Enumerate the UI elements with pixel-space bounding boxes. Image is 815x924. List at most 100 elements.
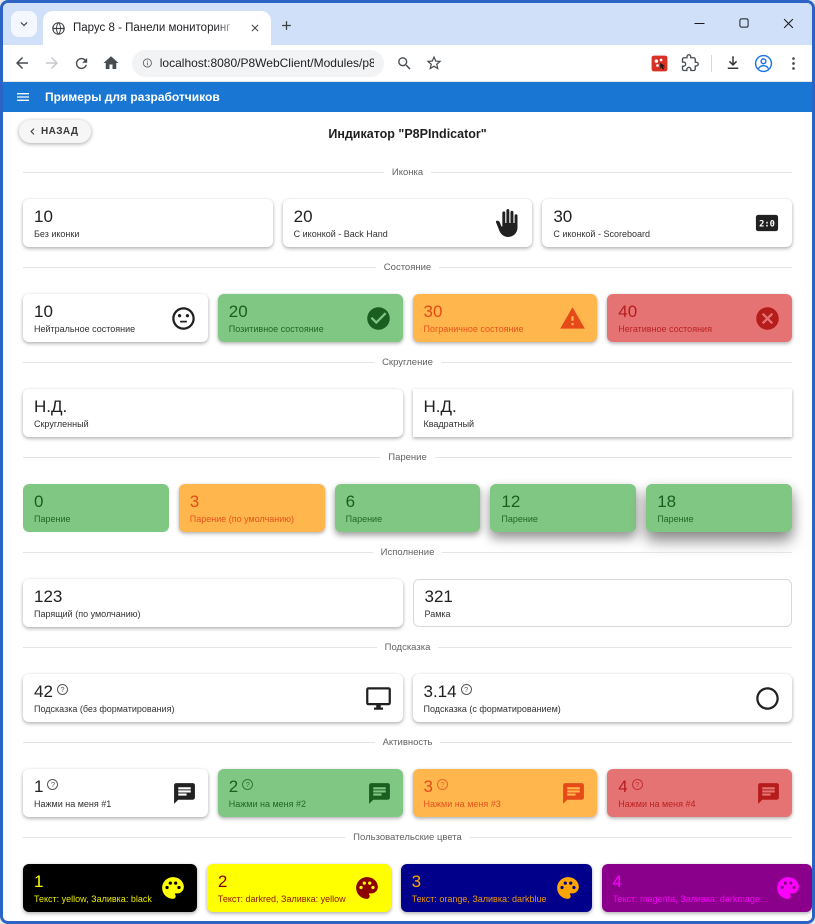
indicator-card-negative: 40 Негативное состояния — [607, 294, 792, 342]
help-badge-icon: ? — [242, 778, 254, 790]
page-title: Индикатор "P8PIndicator" — [328, 127, 487, 141]
help-badge-icon: ? — [56, 683, 68, 695]
help-badge-icon: ? — [631, 778, 643, 790]
forward-nav-icon[interactable] — [43, 54, 61, 72]
indicator-card-elevation-0: 0 Парение — [23, 484, 169, 532]
indicator-card-scoreboard: 30 С иконкой - Scoreboard 2:0 — [542, 199, 792, 247]
indicator-card-outlined-variant: 321 Рамка — [412, 579, 792, 627]
app-title: Примеры для разработчиков — [45, 90, 220, 104]
indicator-card-tooltip-formatted: 3.14? Подсказка (с форматированием) — [412, 674, 792, 722]
home-icon[interactable] — [102, 54, 120, 72]
section-divider-tooltip: Подсказка — [23, 642, 792, 653]
row-tooltip: 42? Подсказка (без форматирования) 3.14?… — [23, 674, 792, 722]
monitor-icon — [365, 686, 391, 710]
browser-toolbar: localhost:8080/P8WebClient/Modules/p8-pa… — [3, 45, 812, 82]
indicator-card-elevation-6: 6 Парение — [334, 484, 481, 532]
tab-title: Парус 8 - Панели мониторинг — [73, 22, 231, 34]
palette-icon — [777, 877, 800, 899]
section-divider-variant: Исполнение — [23, 547, 792, 558]
extensions-puzzle-icon[interactable] — [681, 54, 699, 72]
minimize-button[interactable] — [692, 16, 707, 31]
row-custom-colors: 1 Текст: yellow, Заливка: black 2 Текст:… — [23, 864, 812, 912]
page-header-row: НАЗАД Индикатор "P8PIndicator" — [3, 112, 812, 152]
palette-icon — [355, 877, 378, 899]
app-header: Примеры для разработчиков — [3, 82, 812, 112]
back-button[interactable]: НАЗАД — [19, 120, 92, 143]
indicator-card-elevation-3: 3 Парение (по умолчанию) — [178, 484, 325, 532]
row-rounding: Н.Д. Скругленный Н.Д. Квадратный — [23, 389, 792, 437]
chat-icon — [173, 782, 195, 804]
page-content: НАЗАД Индикатор "P8PIndicator" Иконка 10… — [3, 112, 812, 921]
help-badge-icon: ? — [436, 778, 448, 790]
cancel-circle-icon — [756, 306, 779, 330]
menu-dots-icon[interactable] — [785, 55, 802, 72]
indicator-card-elevation-12: 12 Парение — [490, 484, 637, 532]
browser-tab[interactable]: Парус 8 - Панели мониторинг — [43, 11, 271, 45]
row-state: 10 Нейтральное состояние 20 Позитивное с… — [23, 294, 792, 342]
indicator-card-elevation-18: 18 Парение — [646, 484, 792, 532]
indicator-card-custom-darkblue: 3 Текст: orange, Заливка: darkblue — [400, 864, 592, 912]
clickable-card-2[interactable]: 2? Нажми на меня #2 — [217, 769, 403, 817]
new-tab-button[interactable] — [279, 18, 294, 33]
extension-badge-icon[interactable] — [650, 54, 669, 73]
indicator-card-rounded: Н.Д. Скругленный — [23, 389, 403, 437]
help-badge-icon: ? — [460, 683, 472, 695]
reload-icon[interactable] — [73, 55, 90, 72]
maximize-button[interactable] — [737, 16, 751, 31]
profile-icon[interactable] — [754, 54, 773, 73]
row-variant: 123 Парящий (по умолчанию) 321 Рамка — [23, 579, 792, 627]
section-divider-custom-colors: Пользовательские цвета — [23, 832, 793, 843]
window-controls — [692, 16, 796, 31]
plus-icon — [282, 21, 291, 30]
chevron-down-icon — [20, 22, 28, 27]
back-hand-icon — [496, 209, 518, 237]
scoreboard-icon: 2:0 — [755, 214, 779, 232]
chat-icon — [368, 782, 390, 804]
chevron-left-icon — [30, 128, 35, 135]
chat-icon — [563, 782, 585, 804]
section-divider-icon: Иконка — [23, 167, 792, 178]
indicator-card-warning: 30 Пограничное состояние — [412, 294, 598, 342]
download-icon[interactable] — [724, 54, 742, 72]
chat-icon — [758, 782, 779, 804]
indicator-card-back-hand: 20 С иконкой - Back Hand — [282, 199, 533, 247]
help-badge-icon: ? — [47, 778, 59, 790]
clickable-card-1[interactable]: 1? Нажми на меня #1 — [23, 769, 208, 817]
hamburger-menu-icon[interactable] — [15, 89, 31, 105]
indicator-card-positive: 20 Позитивное состояние — [217, 294, 403, 342]
check-circle-icon — [366, 306, 390, 330]
close-button[interactable] — [781, 16, 796, 31]
clickable-card-3[interactable]: 3? Нажми на меня #3 — [412, 769, 598, 817]
palette-icon — [556, 877, 579, 899]
address-bar[interactable]: localhost:8080/P8WebClient/Modules/p8-pa… — [132, 49, 384, 77]
section-divider-rounding: Скругление — [23, 357, 792, 368]
zoom-icon[interactable] — [396, 55, 413, 72]
bookmark-star-icon[interactable] — [425, 54, 443, 72]
browser-titlebar: Парус 8 - Панели мониторинг — [3, 3, 812, 45]
neutral-face-icon — [172, 306, 195, 330]
indicator-card-custom-darkmagenta: 4 Текст: magenta, Заливка: darkmage... — [601, 864, 812, 912]
indicator-card-neutral: 10 Нейтральное состояние — [23, 294, 208, 342]
indicator-card-no-icon: 10 Без иконки — [23, 199, 273, 247]
url-text[interactable]: localhost:8080/P8WebClient/Modules/p8-pa… — [159, 56, 374, 70]
clickable-card-4[interactable]: 4? Нажми на меня #4 — [607, 769, 792, 817]
palette-icon — [161, 877, 184, 899]
indicator-card-custom-black: 1 Текст: yellow, Заливка: black — [23, 864, 197, 912]
indicator-card-custom-yellow: 2 Текст: darkred, Заливка: yellow — [206, 864, 391, 912]
circle-outline-icon — [756, 686, 779, 710]
section-divider-elevation: Парение — [23, 452, 793, 463]
tab-close-icon[interactable] — [247, 20, 263, 36]
row-activity: 1? Нажми на меня #1 2? Нажми на меня #2 … — [23, 769, 792, 817]
back-nav-icon[interactable] — [13, 54, 31, 72]
section-divider-activity: Активность — [23, 737, 793, 748]
indicator-card-tooltip-plain: 42? Подсказка (без форматирования) — [23, 674, 403, 722]
indicator-card-elevated-variant: 123 Парящий (по умолчанию) — [23, 579, 403, 627]
row-elevation: 0 Парение 3 Парение (по умолчанию) 6 Пар… — [23, 484, 792, 532]
warning-triangle-icon — [560, 306, 586, 329]
indicator-card-square: Н.Д. Квадратный — [412, 389, 792, 437]
globe-favicon-icon — [52, 21, 65, 35]
svg-text:2:0: 2:0 — [759, 219, 775, 229]
tab-search-button[interactable] — [11, 11, 37, 37]
site-info-icon[interactable] — [142, 56, 153, 70]
